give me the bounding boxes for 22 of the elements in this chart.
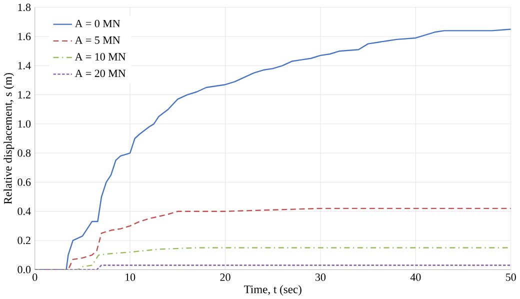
x-tick-label: 50 — [506, 273, 516, 281]
x-axis-title: Time, t (sec) — [244, 285, 302, 296]
y-tick-label: 1.6 — [18, 32, 31, 40]
x-tick-label: 20 — [220, 273, 230, 281]
y-tick-label: 0.8 — [18, 149, 31, 157]
y-tick-label: 0.0 — [18, 266, 31, 274]
y-tick-label: 0.6 — [18, 178, 31, 186]
x-tick-label: 30 — [316, 273, 326, 281]
y-tick-label: 1.8 — [18, 4, 31, 11]
y-axis-title: Relative displacement, s (m) — [4, 72, 14, 204]
x-tick-label: 0 — [32, 273, 38, 281]
x-tick-label: 10 — [126, 273, 136, 281]
y-tick-label: 1.0 — [18, 120, 31, 128]
legend-label: A = 10 MN — [74, 52, 126, 60]
legend-label: A = 20 MN — [74, 70, 126, 77]
x-tick-label: 40 — [410, 273, 421, 281]
legend-label: A = 0 MN — [74, 20, 120, 28]
y-tick-label: 1.4 — [18, 62, 31, 70]
y-tick-label: 1.2 — [18, 90, 30, 98]
y-tick-label: 0.4 — [18, 207, 31, 215]
legend-label: A = 5 MN — [74, 36, 120, 44]
y-tick-label: 0.2 — [18, 236, 30, 244]
